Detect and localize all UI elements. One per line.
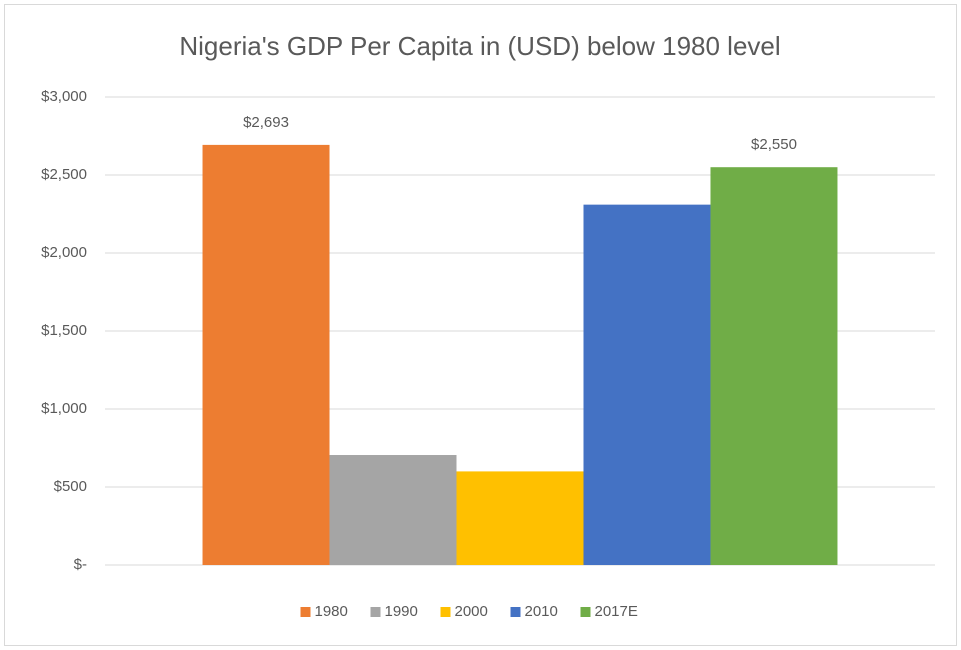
- legend-label: 1990: [385, 603, 418, 620]
- legend-swatch: [300, 607, 311, 617]
- bar: [202, 144, 330, 565]
- data-label: $2,693: [243, 114, 289, 131]
- y-tick-label: $3,000: [41, 88, 87, 105]
- bar: [329, 455, 457, 565]
- y-tick-label: $2,500: [41, 166, 87, 183]
- legend-label: 1980: [315, 603, 348, 620]
- legend-swatch: [510, 607, 521, 617]
- y-tick-label: $1,000: [41, 400, 87, 417]
- y-tick-label: $1,500: [41, 322, 87, 339]
- y-tick-label: $-: [74, 556, 87, 573]
- bar: [583, 204, 711, 565]
- bar: [456, 471, 584, 565]
- legend-swatch: [580, 607, 591, 617]
- chart-title: Nigeria's GDP Per Capita in (USD) below …: [179, 31, 780, 61]
- data-label: $2,550: [751, 136, 797, 153]
- legend-label: 2017E: [595, 603, 638, 620]
- legend-swatch: [370, 607, 381, 617]
- y-tick-label: $500: [54, 478, 87, 495]
- legend-label: 2000: [455, 603, 488, 620]
- bar: [710, 167, 838, 565]
- legend-swatch: [440, 607, 451, 617]
- y-tick-label: $2,000: [41, 244, 87, 261]
- legend-label: 2010: [525, 603, 558, 620]
